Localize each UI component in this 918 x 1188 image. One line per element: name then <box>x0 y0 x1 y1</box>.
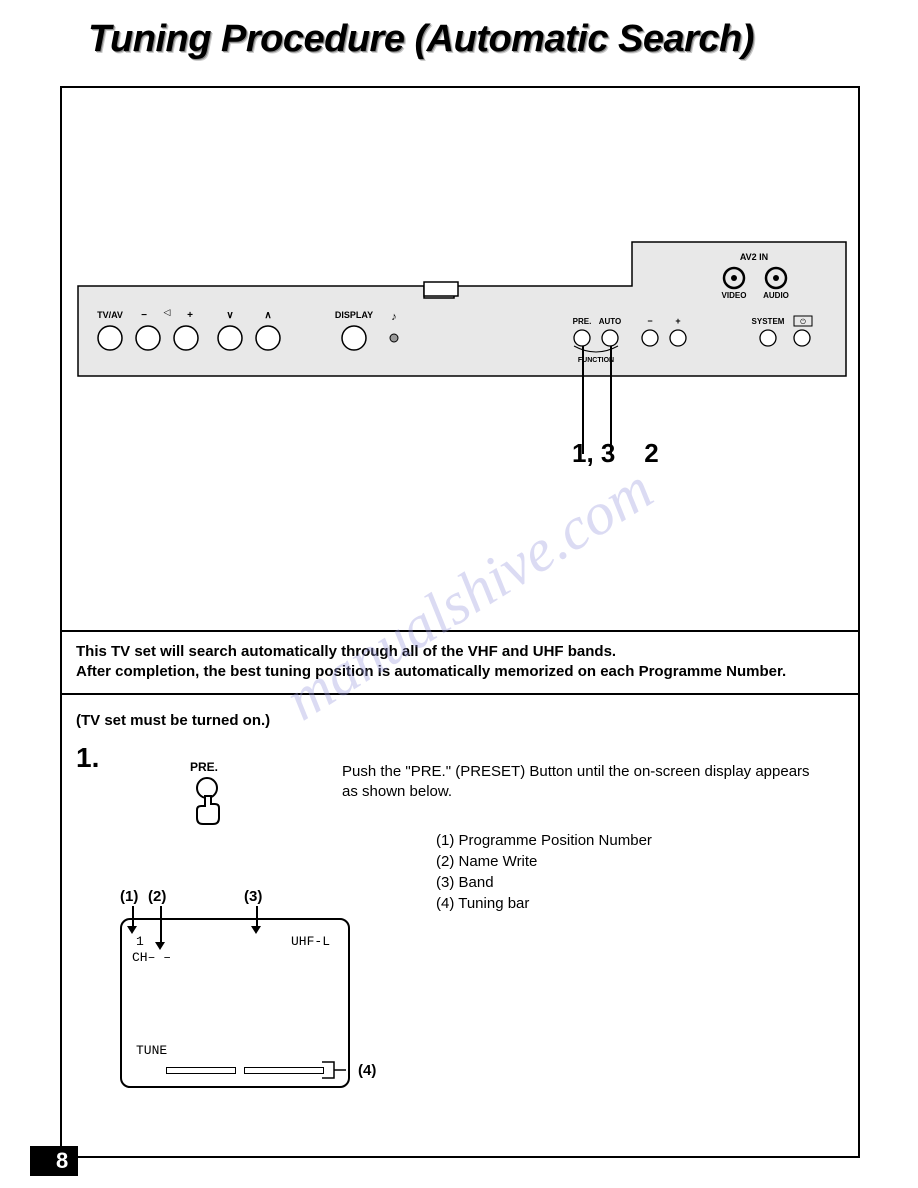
legend-item: (4) Tuning bar <box>436 893 652 914</box>
svg-text:AUDIO: AUDIO <box>763 291 789 300</box>
press-button-icon <box>187 776 227 826</box>
tuning-bar-segment <box>166 1067 236 1074</box>
content-frame: TV/AV − + ◁ ∨ ∧ DISPLAY ♪ AV2 IN VIDEO A… <box>60 86 860 1158</box>
screen-callout-2: (2) <box>148 888 166 905</box>
tv-panel-diagram: TV/AV − + ◁ ∨ ∧ DISPLAY ♪ AV2 IN VIDEO A… <box>74 238 850 428</box>
screen-callout-4: (4) <box>358 1062 376 1079</box>
svg-text:⏻: ⏻ <box>800 318 806 326</box>
legend-list: (1) Programme Position Number (2) Name W… <box>436 830 652 914</box>
step-instruction: Push the "PRE." (PRESET) Button until th… <box>342 762 822 803</box>
screen-position-number: 1 <box>136 934 144 949</box>
info-box: This TV set will search automatically th… <box>62 630 858 695</box>
svg-text:VIDEO: VIDEO <box>722 291 747 300</box>
svg-text:DISPLAY: DISPLAY <box>335 310 373 320</box>
page-title: Tuning Procedure (Automatic Search) <box>88 18 754 61</box>
screen-tune-label: TUNE <box>136 1043 167 1058</box>
tuning-bar-segment <box>244 1067 324 1074</box>
screen-channel: CH– – <box>132 950 171 965</box>
svg-text:AUTO: AUTO <box>599 317 622 326</box>
svg-text:PRE.: PRE. <box>573 317 592 326</box>
screen-band: UHF-L <box>291 934 330 949</box>
page-number: 8 <box>30 1146 78 1176</box>
callout-2: 2 <box>644 438 658 468</box>
svg-text:SYSTEM: SYSTEM <box>752 317 785 326</box>
screen-callout-3: (3) <box>244 888 262 905</box>
svg-text:+: + <box>675 316 680 326</box>
legend-item: (2) Name Write <box>436 851 652 872</box>
info-line-1: This TV set will search automatically th… <box>76 642 844 662</box>
screen-callout-1: (1) <box>120 888 138 905</box>
step-number: 1. <box>76 742 99 774</box>
svg-text:+: + <box>187 310 193 321</box>
svg-text:−: − <box>141 310 147 321</box>
svg-text:∧: ∧ <box>264 310 271 321</box>
pre-button-label: PRE. <box>190 760 218 774</box>
panel-callouts: 1, 3 2 <box>572 438 659 469</box>
svg-text:TV/AV: TV/AV <box>97 310 123 320</box>
legend-item: (1) Programme Position Number <box>436 830 652 851</box>
callout-1-3: 1, 3 <box>572 438 615 468</box>
legend-item: (3) Band <box>436 872 652 893</box>
info-line-2: After completion, the best tuning positi… <box>76 662 844 682</box>
svg-text:◁: ◁ <box>164 307 171 317</box>
svg-text:AV2 IN: AV2 IN <box>740 252 768 262</box>
tv-screen-display: 1 CH– – UHF-L TUNE <box>120 918 350 1088</box>
precondition-text: (TV set must be turned on.) <box>76 712 270 729</box>
svg-text:∨: ∨ <box>226 310 233 321</box>
svg-text:−: − <box>647 316 652 326</box>
svg-text:♪: ♪ <box>391 311 397 323</box>
